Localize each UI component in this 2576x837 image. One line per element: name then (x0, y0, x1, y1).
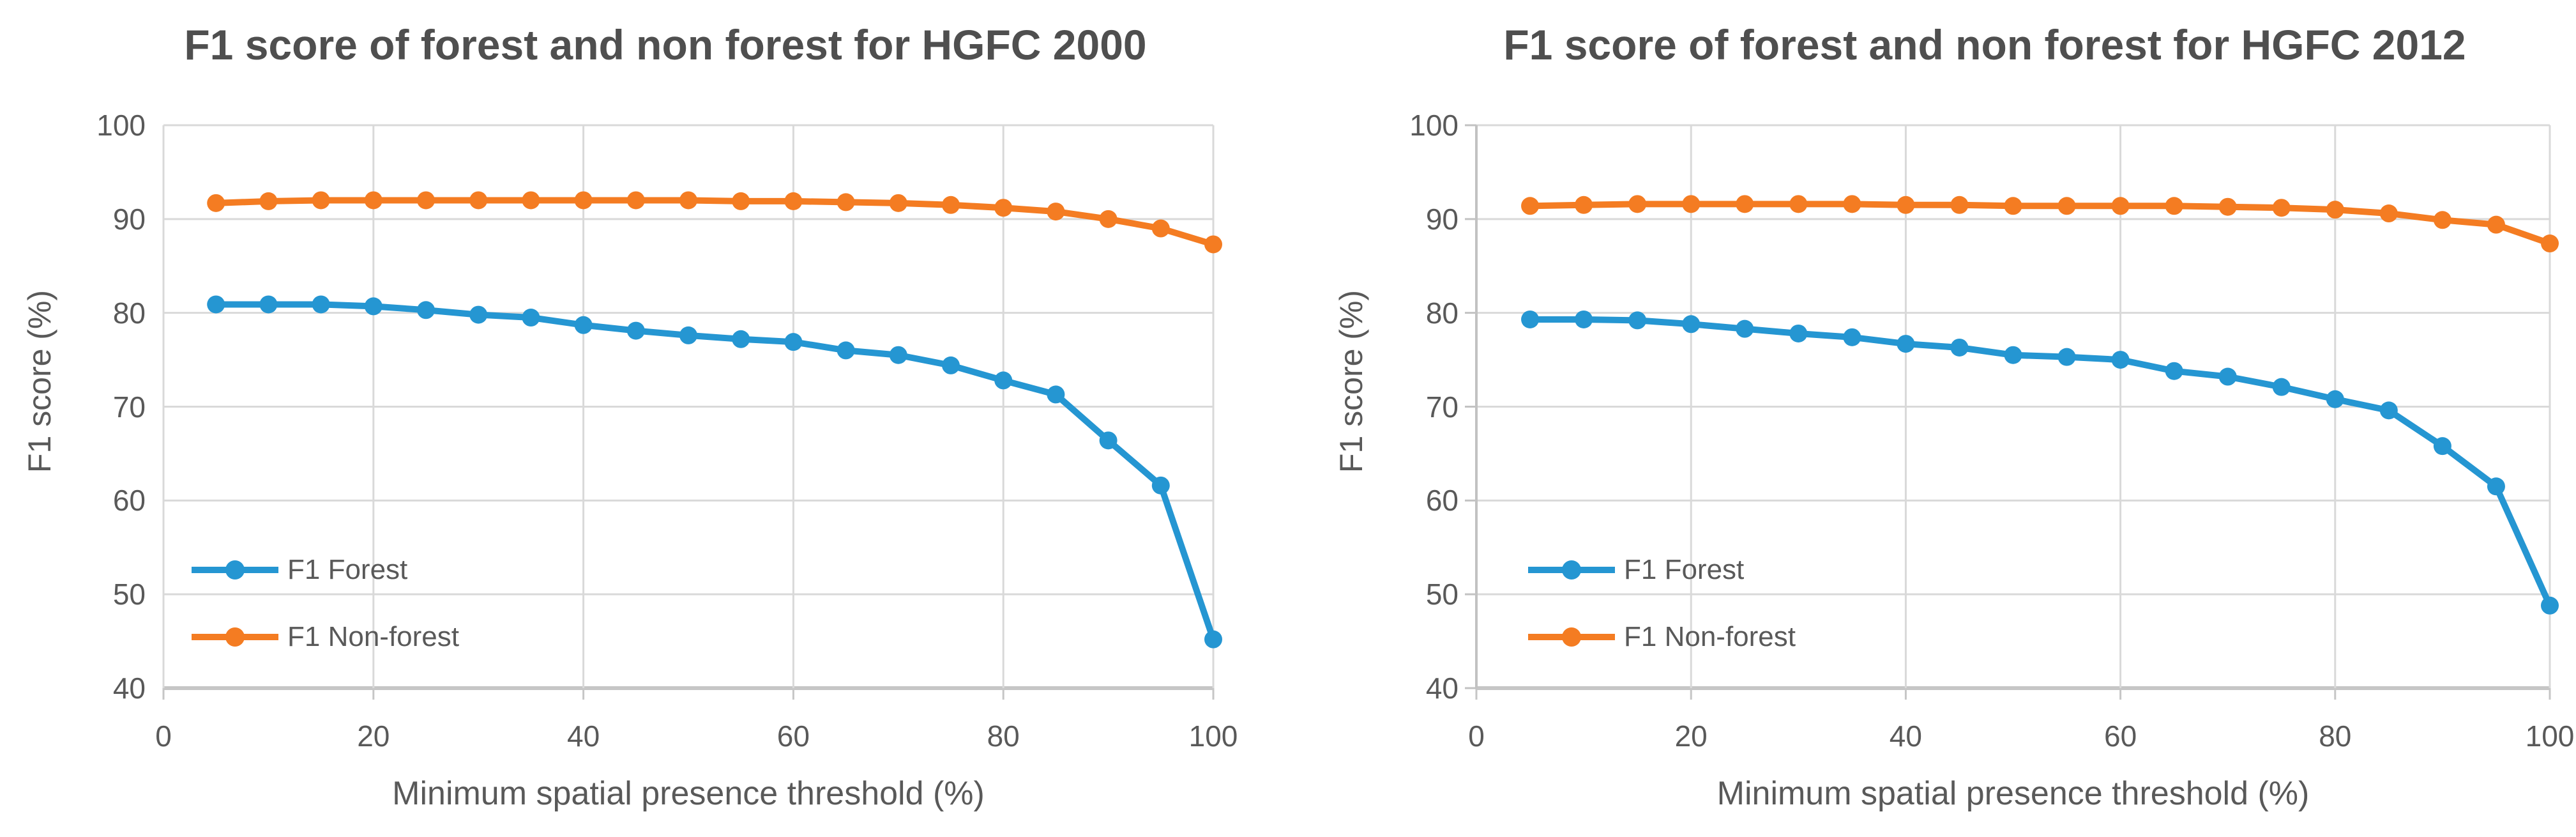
x-axis-title-hgfc-2000: Minimum spatial presence threshold (%) (392, 775, 985, 812)
legend-label-f1-non-forest: F1 Non-forest (1624, 621, 1796, 652)
legend-label-f1-forest: F1 Forest (287, 554, 408, 585)
x-axis-title-hgfc-2012: Minimum spatial presence threshold (%) (1716, 775, 2310, 812)
y-tick-label: 50 (1425, 578, 1458, 611)
y-tick-label: 60 (1425, 484, 1458, 518)
x-tick-label: 80 (2319, 719, 2352, 753)
x-tick-label: 40 (567, 719, 600, 753)
x-tick-label: 40 (1889, 719, 1922, 753)
y-tick-label: 90 (112, 202, 146, 236)
y-axis-title-hgfc-2012: F1 score (%) (1333, 289, 1369, 473)
y-tick-label: 80 (112, 296, 146, 330)
x-tick-label: 20 (357, 719, 390, 753)
x-tick-label: 20 (1674, 719, 1708, 753)
y-tick-label: 70 (112, 390, 146, 424)
x-tick-label: 100 (1188, 719, 1238, 753)
legend-label-f1-non-forest: F1 Non-forest (287, 621, 459, 652)
y-tick-label: 70 (1425, 390, 1458, 424)
chart-title-hgfc-2000: F1 score of forest and non forest for HG… (184, 21, 1147, 68)
y-tick-label: 100 (96, 109, 146, 142)
y-tick-label: 100 (1409, 109, 1458, 142)
x-tick-label: 0 (1468, 719, 1485, 753)
y-tick-label: 50 (112, 578, 146, 611)
x-tick-label: 60 (2104, 719, 2137, 753)
y-tick-label: 90 (1425, 202, 1458, 236)
legend-label-f1-forest: F1 Forest (1624, 554, 1745, 585)
x-tick-label: 0 (155, 719, 172, 753)
x-tick-label: 60 (777, 719, 810, 753)
y-tick-label: 80 (1425, 296, 1458, 330)
y-tick-label: 40 (112, 672, 146, 705)
y-tick-label: 40 (1425, 672, 1458, 705)
y-axis-title-hgfc-2000: F1 score (%) (22, 289, 57, 473)
chart-title-hgfc-2012: F1 score of forest and non forest for HG… (1503, 21, 2466, 68)
y-tick-label: 60 (112, 484, 146, 518)
x-tick-label: 80 (987, 719, 1020, 753)
x-tick-label: 100 (2525, 719, 2575, 753)
